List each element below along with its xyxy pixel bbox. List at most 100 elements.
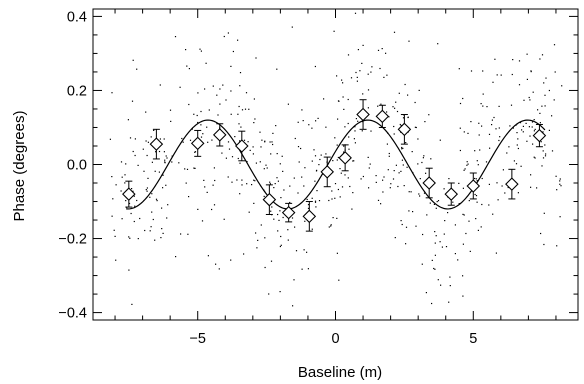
raw-data-point [377, 199, 380, 201]
raw-data-point [425, 292, 427, 294]
raw-data-point [241, 184, 243, 186]
raw-data-point [532, 91, 534, 93]
raw-data-point [459, 149, 461, 152]
raw-data-point [533, 130, 535, 132]
raw-data-point [239, 162, 241, 164]
raw-data-point [380, 203, 382, 205]
raw-data-point [181, 137, 183, 140]
raw-data-point [468, 220, 470, 222]
raw-data-point [362, 93, 364, 95]
raw-data-point [301, 109, 303, 111]
raw-data-point [354, 12, 357, 14]
raw-data-point [212, 184, 214, 186]
raw-data-point [544, 94, 546, 96]
raw-data-point [264, 237, 266, 239]
raw-data-point [475, 218, 477, 220]
raw-data-point [166, 157, 168, 159]
raw-data-point [162, 232, 164, 234]
raw-data-point [314, 155, 317, 157]
raw-data-point [130, 212, 132, 215]
x-tick-label: 0 [331, 331, 339, 347]
raw-data-point [331, 198, 333, 200]
raw-data-point [178, 162, 180, 164]
raw-data-point [121, 218, 123, 220]
raw-data-point [255, 57, 257, 59]
raw-data-point [496, 74, 498, 76]
raw-data-point [417, 163, 419, 165]
raw-data-point [314, 200, 317, 202]
raw-data-point [393, 31, 396, 33]
raw-data-point [282, 170, 284, 172]
raw-data-point [263, 195, 265, 197]
raw-data-point [339, 168, 341, 170]
raw-data-point [362, 44, 364, 46]
raw-data-point [234, 136, 236, 138]
raw-data-point [252, 153, 254, 155]
raw-data-point [506, 152, 508, 154]
raw-data-point [297, 121, 299, 123]
y-tick-label: −0.4 [58, 306, 87, 322]
raw-data-point [488, 133, 491, 135]
raw-data-point [501, 185, 503, 187]
raw-data-point [184, 168, 186, 170]
raw-data-point [331, 190, 333, 192]
raw-data-point [303, 249, 305, 251]
raw-data-point [428, 114, 430, 116]
raw-data-point [218, 268, 220, 270]
raw-data-point [171, 161, 173, 163]
raw-data-point [419, 178, 421, 180]
raw-data-point [213, 167, 215, 169]
raw-data-point [367, 156, 369, 158]
raw-data-point [380, 103, 382, 105]
raw-data-point [265, 164, 267, 166]
raw-data-point [393, 133, 395, 135]
raw-data-point [353, 160, 355, 162]
raw-data-point [279, 291, 281, 293]
raw-data-point [387, 169, 389, 171]
raw-data-point [414, 126, 416, 128]
raw-data-point [260, 146, 262, 148]
raw-data-point [276, 153, 278, 155]
raw-data-point [276, 177, 278, 179]
raw-data-point [149, 196, 151, 198]
raw-data-point [539, 122, 541, 124]
raw-data-point [449, 276, 451, 278]
binned-point [397, 114, 412, 145]
raw-data-point [228, 148, 231, 150]
raw-data-point [316, 190, 318, 192]
raw-data-point [377, 105, 379, 107]
binned-point [281, 202, 296, 223]
raw-data-point [170, 120, 172, 122]
raw-data-point [239, 193, 241, 195]
raw-data-point [274, 183, 276, 185]
diamond-marker [320, 165, 335, 179]
raw-data-point [337, 188, 339, 191]
raw-data-point [320, 154, 322, 156]
raw-data-point [382, 191, 384, 193]
raw-data-point [392, 106, 394, 108]
raw-data-point [334, 137, 336, 139]
binned-point [122, 180, 136, 208]
raw-data-point [482, 105, 484, 107]
raw-data-point [211, 208, 213, 211]
raw-data-point [134, 205, 136, 207]
raw-data-point [351, 208, 353, 210]
raw-data-point [132, 59, 134, 61]
raw-data-point [179, 86, 181, 88]
raw-data-point [386, 143, 388, 145]
raw-data-point [200, 50, 202, 52]
raw-data-point [421, 263, 423, 265]
raw-data-point [180, 233, 182, 235]
raw-data-point [131, 188, 133, 190]
raw-data-point [125, 200, 127, 202]
plot-frame [92, 8, 579, 321]
raw-data-point [518, 60, 521, 62]
raw-data-point [136, 199, 138, 202]
raw-data-point [162, 174, 164, 176]
raw-data-point [227, 141, 230, 143]
raw-data-point [464, 168, 466, 170]
raw-data-point [367, 73, 369, 75]
raw-data-point [539, 58, 541, 60]
raw-data-point [458, 182, 460, 184]
raw-data-point [368, 187, 370, 189]
